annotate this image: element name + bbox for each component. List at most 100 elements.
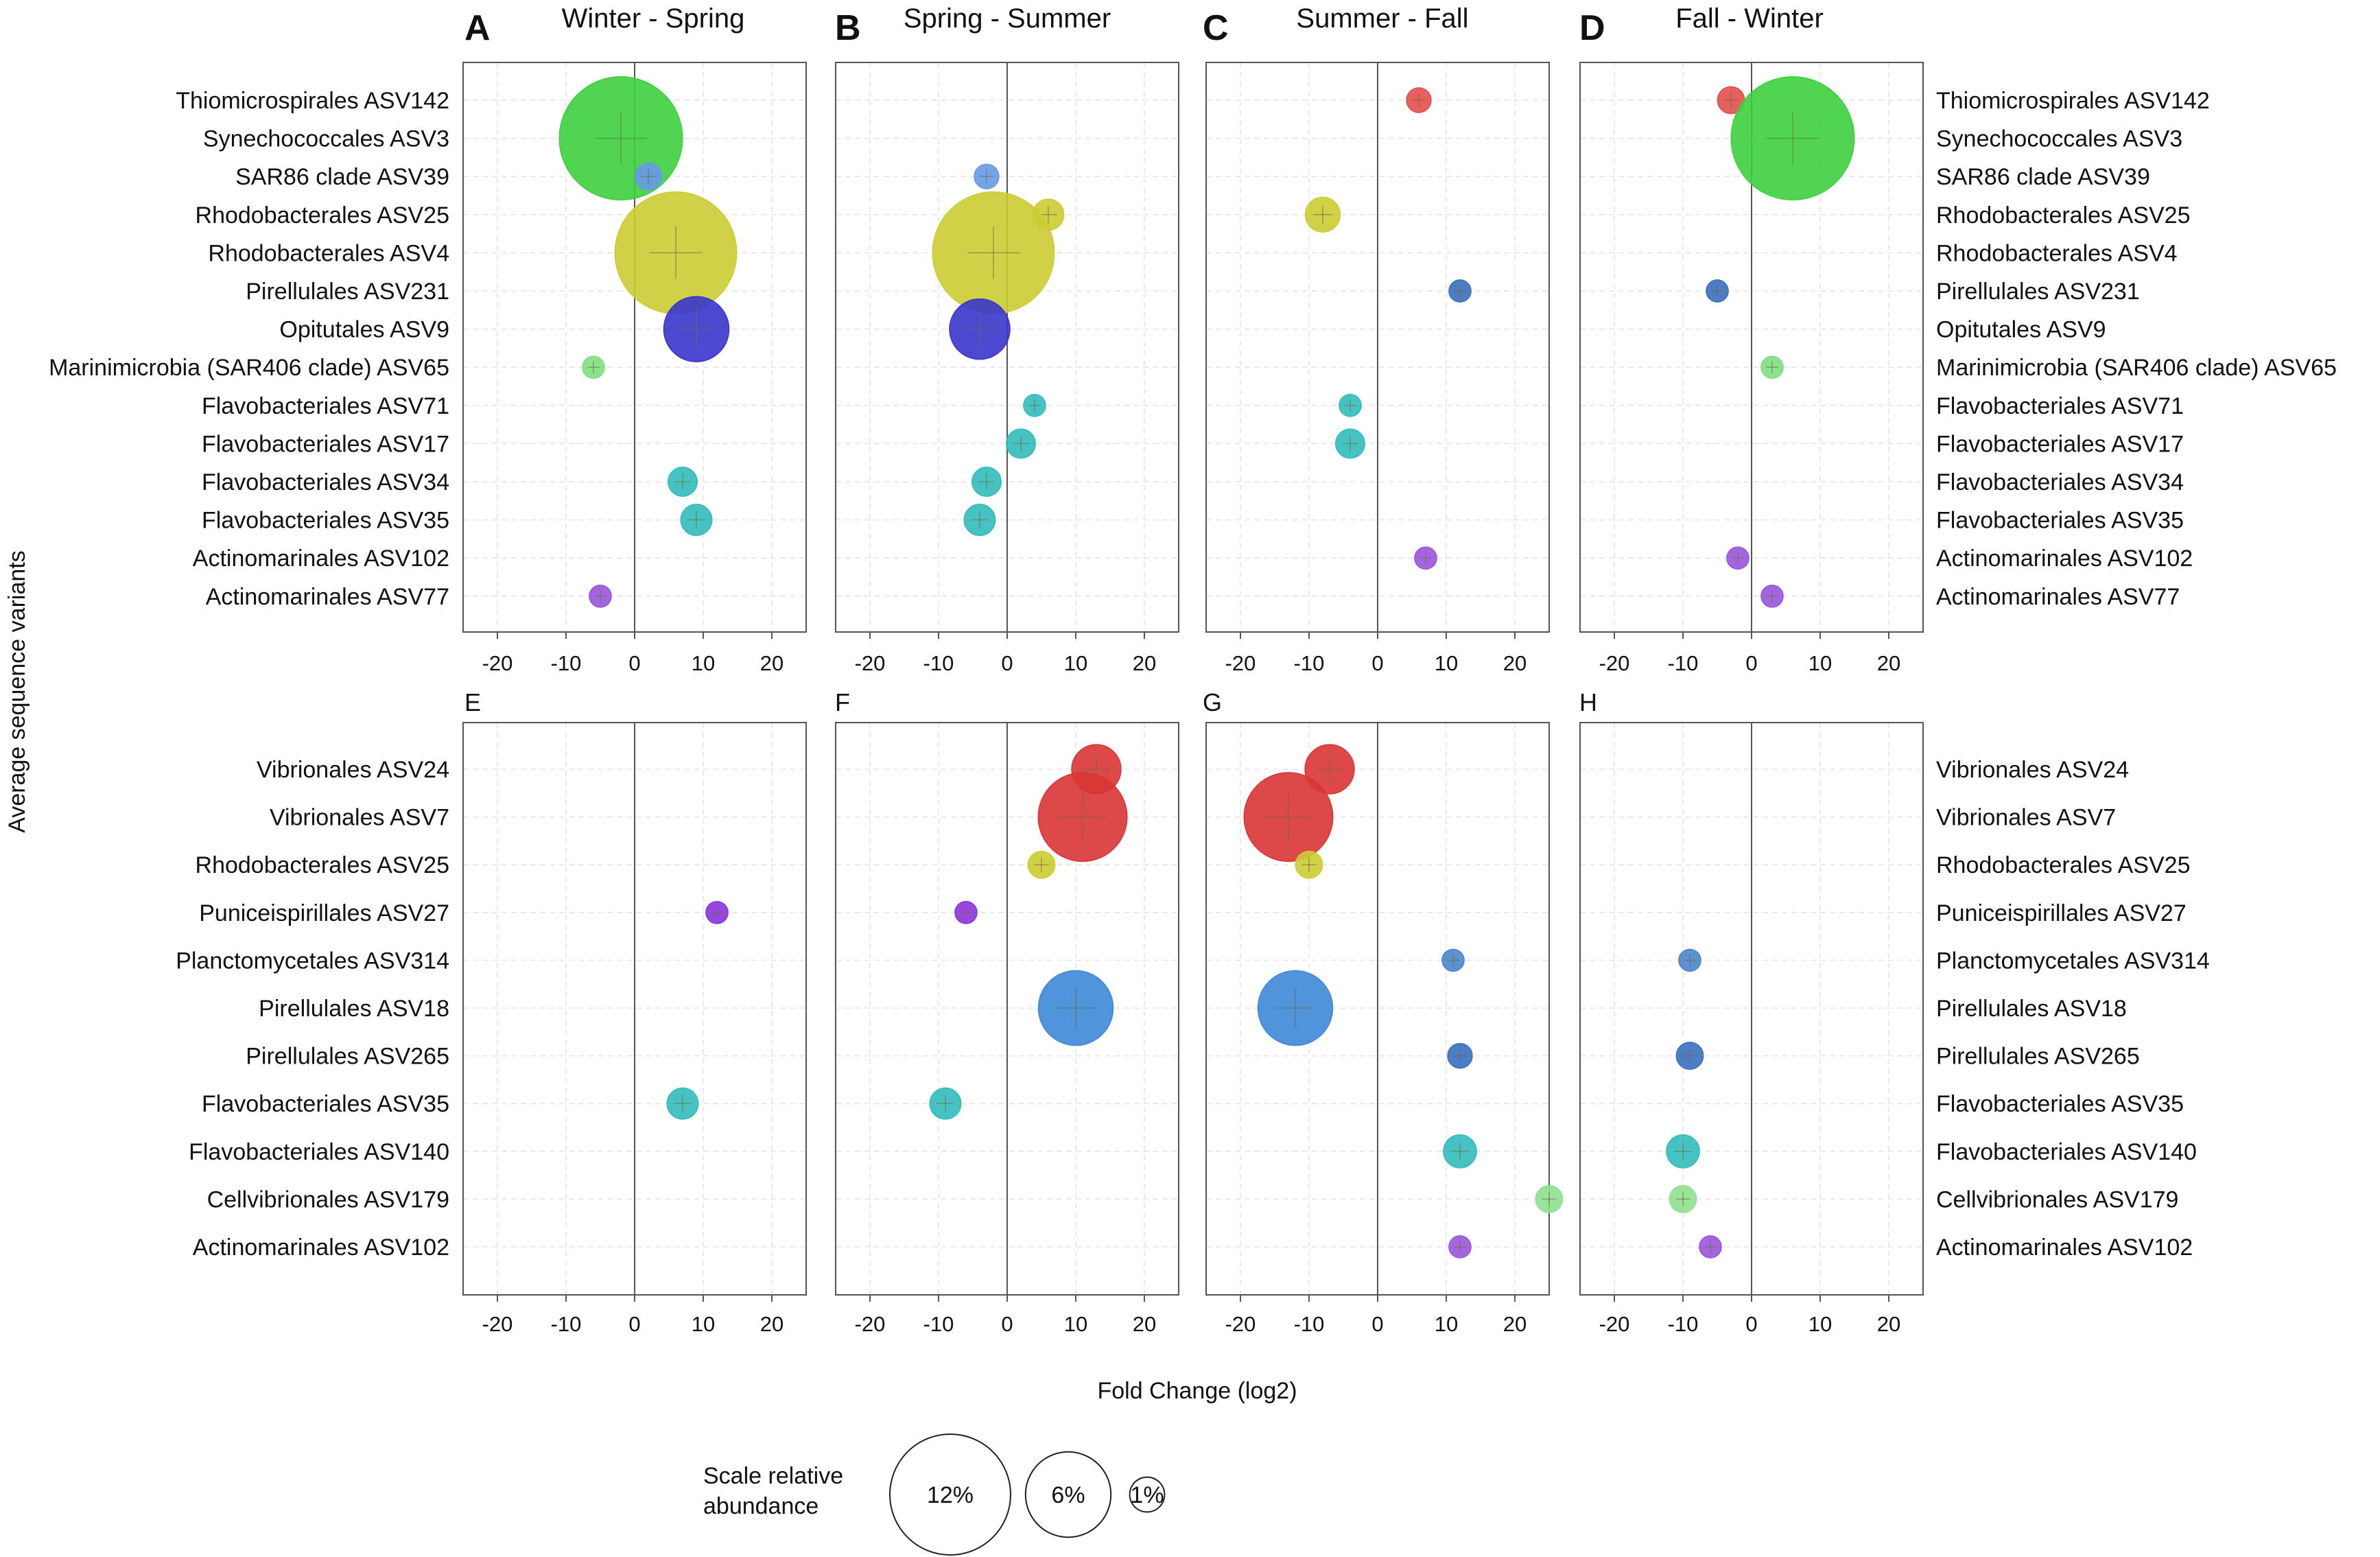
x-tick-label: 10 xyxy=(692,651,715,675)
category-label-right: Marinimicrobia (SAR406 clade) ASV65 xyxy=(1936,355,2337,381)
x-tick-label: 10 xyxy=(1064,651,1087,675)
x-tick-label: -20 xyxy=(1599,1312,1630,1336)
x-tick-label: 0 xyxy=(1371,651,1383,675)
category-label-right: Rhodobacterales ASV25 xyxy=(1936,852,2190,878)
x-tick-label: 0 xyxy=(628,651,640,675)
category-label-left: Cellvibrionales ASV179 xyxy=(207,1186,449,1213)
panel-letter: D xyxy=(1579,8,1605,48)
panel-letter: A xyxy=(464,8,491,48)
category-label-right: Opitutales ASV9 xyxy=(1936,317,2106,343)
category-label-left: Actinomarinales ASV102 xyxy=(193,546,449,572)
x-tick-label: 0 xyxy=(1371,1312,1383,1336)
x-tick-label: -10 xyxy=(551,1312,582,1336)
category-label-right: Flavobacteriales ASV35 xyxy=(1936,1091,2184,1117)
category-label-right: Synechococcales ASV3 xyxy=(1936,126,2182,152)
x-tick-label: -10 xyxy=(1668,651,1699,675)
category-label-left: Actinomarinales ASV77 xyxy=(206,584,449,610)
category-label-right: Vibrionales ASV24 xyxy=(1936,757,2129,783)
category-label-left: Rhodobacterales ASV4 xyxy=(208,240,449,266)
x-tick-label: -10 xyxy=(1668,1312,1699,1336)
panel-letter: B xyxy=(835,8,861,48)
panel-title: Winter - Spring xyxy=(562,3,745,34)
category-label-right: Planctomycetales ASV314 xyxy=(1936,948,2210,974)
x-tick-label: -10 xyxy=(551,651,582,675)
x-tick-label: 10 xyxy=(692,1312,715,1336)
category-label-left: Puniceispirillales ASV27 xyxy=(199,900,449,926)
category-label-left: Rhodobacterales ASV25 xyxy=(196,202,449,229)
bubble-layer xyxy=(558,76,1855,1259)
category-label-left: SAR86 clade ASV39 xyxy=(235,164,449,190)
category-label-left: Flavobacteriales ASV140 xyxy=(189,1139,449,1165)
category-label-right: Vibrionales ASV7 xyxy=(1936,805,2116,831)
x-tick-label: -20 xyxy=(855,1312,886,1336)
x-tick-label: 20 xyxy=(1877,651,1900,675)
category-label-left: Rhodobacterales ASV25 xyxy=(196,852,449,878)
x-tick-label: 20 xyxy=(760,1312,783,1336)
category-label-right: Flavobacteriales ASV17 xyxy=(1936,431,2184,457)
x-tick-label: 0 xyxy=(1745,651,1757,675)
panel-letter: H xyxy=(1579,688,1597,716)
legend-title-line2: abundance xyxy=(703,1493,818,1519)
x-tick-label: 20 xyxy=(1503,1312,1527,1336)
x-tick-label: 20 xyxy=(1133,651,1156,675)
category-label-left: Opitutales ASV9 xyxy=(279,317,449,343)
category-label-left: Flavobacteriales ASV35 xyxy=(202,1091,449,1117)
legend-circle xyxy=(889,1433,1011,1556)
x-tick-label: 10 xyxy=(1808,1312,1832,1336)
category-label-left: Flavobacteriales ASV34 xyxy=(202,469,449,495)
x-tick-label: -10 xyxy=(923,1312,954,1336)
x-tick-label: 20 xyxy=(1503,651,1527,675)
x-tick-label: -20 xyxy=(1599,651,1630,675)
category-label-right: Flavobacteriales ASV71 xyxy=(1936,393,2184,419)
x-tick-label: 10 xyxy=(1435,1312,1458,1336)
x-tick-label: 20 xyxy=(1877,1312,1900,1336)
category-label-left: Vibrionales ASV24 xyxy=(257,757,449,783)
panel-letter: G xyxy=(1203,688,1222,716)
panel-letter: E xyxy=(464,688,481,716)
category-label-right: Flavobacteriales ASV140 xyxy=(1936,1139,2197,1165)
category-label-right: Rhodobacterales ASV25 xyxy=(1936,202,2190,229)
x-tick-label: 0 xyxy=(1745,1312,1757,1336)
x-tick-label: -10 xyxy=(1294,651,1325,675)
category-label-right: Flavobacteriales ASV35 xyxy=(1936,508,2184,534)
category-label-right: Pirellulales ASV18 xyxy=(1936,996,2127,1022)
legend-label: 12% xyxy=(927,1482,974,1508)
x-tick-label: 10 xyxy=(1808,651,1832,675)
x-tick-label: -20 xyxy=(482,1312,513,1336)
category-label-right: SAR86 clade ASV39 xyxy=(1936,164,2150,190)
category-label-left: Actinomarinales ASV102 xyxy=(193,1234,449,1261)
x-tick-label: -20 xyxy=(482,651,513,675)
legend-circle xyxy=(1129,1476,1166,1513)
text-layer: Average sequence variants Fold Change (l… xyxy=(4,3,2337,1519)
y-axis-title: Average sequence variants xyxy=(4,550,30,832)
category-label-left: Flavobacteriales ASV35 xyxy=(202,508,449,534)
category-label-right: Pirellulales ASV231 xyxy=(1936,279,2140,305)
category-label-left: Thiomicrospirales ASV142 xyxy=(176,88,449,114)
category-label-left: Marinimicrobia (SAR406 clade) ASV65 xyxy=(49,355,449,381)
x-tick-label: 10 xyxy=(1435,651,1458,675)
category-label-left: Flavobacteriales ASV17 xyxy=(202,431,449,457)
x-tick-label: 0 xyxy=(1001,651,1013,675)
category-label-left: Pirellulales ASV231 xyxy=(246,279,449,305)
category-label-right: Pirellulales ASV265 xyxy=(1936,1044,2140,1070)
x-axis-title: Fold Change (log2) xyxy=(1097,1378,1297,1404)
legend-title-line1: Scale relative xyxy=(703,1463,843,1489)
category-label-right: Actinomarinales ASV77 xyxy=(1936,584,2180,610)
x-tick-label: -20 xyxy=(855,651,886,675)
x-tick-label: -10 xyxy=(923,651,954,675)
x-tick-label: 0 xyxy=(1001,1312,1013,1336)
x-tick-label: -10 xyxy=(1294,1312,1325,1336)
category-label-right: Actinomarinales ASV102 xyxy=(1936,1234,2193,1261)
category-label-left: Planctomycetales ASV314 xyxy=(176,948,449,974)
category-label-right: Cellvibrionales ASV179 xyxy=(1936,1186,2178,1213)
category-label-left: Pirellulales ASV265 xyxy=(246,1044,449,1070)
category-label-right: Puniceispirillales ASV27 xyxy=(1936,900,2187,926)
category-label-left: Vibrionales ASV7 xyxy=(270,805,449,831)
panel-letter: C xyxy=(1203,8,1229,48)
panel-title: Summer - Fall xyxy=(1296,3,1468,34)
category-label-left: Flavobacteriales ASV71 xyxy=(202,393,449,419)
x-tick-label: -20 xyxy=(1225,651,1256,675)
panel-title: Spring - Summer xyxy=(904,3,1111,34)
category-label-left: Pirellulales ASV18 xyxy=(259,996,449,1022)
